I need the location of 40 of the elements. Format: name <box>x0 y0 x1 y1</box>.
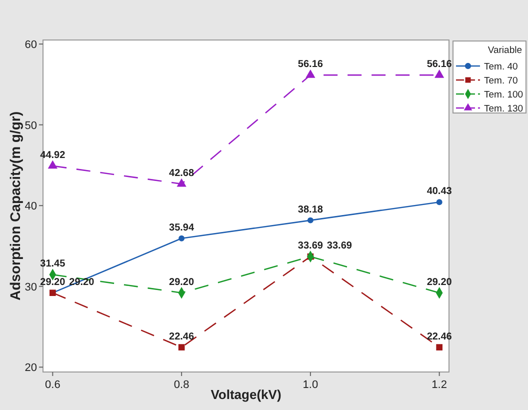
legend-label: Tem. 40 <box>484 62 518 72</box>
data-label: 22.46 <box>169 331 195 342</box>
point <box>436 344 442 350</box>
y-tick-label: 20 <box>24 362 37 374</box>
x-tick-label: 0.8 <box>174 379 190 391</box>
legend-label: Tem. 100 <box>484 90 524 100</box>
data-label: 56.16 <box>298 59 324 70</box>
data-label: 40.43 <box>426 186 452 198</box>
point <box>307 217 314 224</box>
data-label: 44.92 <box>40 150 66 161</box>
data-label: 33.69 <box>326 240 352 252</box>
point <box>436 199 442 206</box>
data-label: 42.68 <box>169 168 195 179</box>
y-axis-title: Adsorption Capacity(m g/gr) <box>7 111 23 301</box>
point <box>306 70 316 78</box>
x-tick-label: 0.6 <box>45 379 60 391</box>
y-tick-label: 30 <box>24 281 37 294</box>
legend-label: Tem. 130 <box>484 104 524 114</box>
data-label: 56.16 <box>426 59 452 70</box>
x-axis-title: Voltage(kV) <box>210 387 282 402</box>
point <box>48 160 58 169</box>
point <box>176 178 186 187</box>
data-label: 33.69 <box>298 240 324 252</box>
point <box>178 235 185 242</box>
x-tick-label: 1.2 <box>432 379 447 391</box>
data-label: 38.18 <box>298 204 324 216</box>
data-label: 22.46 <box>426 331 452 342</box>
point <box>434 70 444 78</box>
y-tick-label: 40 <box>24 200 37 213</box>
legend-label: Tem. 70 <box>484 76 518 86</box>
point <box>178 344 185 350</box>
y-tick-label: 60 <box>24 39 37 52</box>
data-label: 29.20 <box>426 276 452 288</box>
data-label: 35.94 <box>169 222 195 234</box>
data-label: 31.45 <box>40 258 66 270</box>
y-tick-label: 50 <box>24 120 37 132</box>
legend-title: Variable <box>488 45 522 56</box>
data-label: 29.20 <box>40 276 66 288</box>
x-tick-label: 1.0 <box>302 379 318 391</box>
data-label: 29.20 <box>169 276 195 288</box>
